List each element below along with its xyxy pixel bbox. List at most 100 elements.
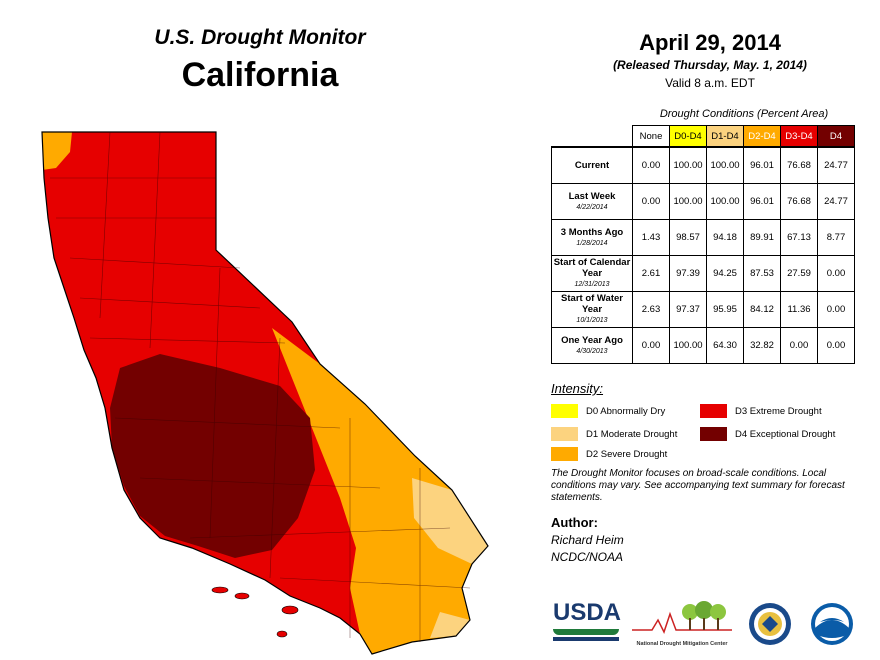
legend-title: Intensity: [551, 381, 604, 396]
commerce-seal-logo [748, 602, 792, 651]
legend-item-d1: D1 Moderate Drought [551, 427, 677, 441]
legend-item-d0: D0 Abnormally Dry [551, 404, 665, 418]
table-row: Start of Water Year 10/1/2013 2.63 97.37 95.… [551, 291, 855, 328]
table-cell: 76.68 [780, 146, 818, 184]
table-cell: 2.61 [632, 255, 670, 292]
legend-swatch [551, 447, 578, 461]
table-row: Start of Calendar Year 12/31/2013 2.61 97.3… [551, 255, 855, 292]
table-cell: 2.63 [632, 291, 670, 328]
legend-label: D3 Extreme Drought [735, 405, 822, 417]
state-title: California [181, 56, 339, 94]
table-row: One Year Ago 4/30/2013 0.00 100.00 64.30 32.8… [551, 327, 855, 364]
row-label-text: Current [574, 160, 610, 171]
row-label: Start of Calendar Year 12/31/2013 [551, 255, 633, 292]
table-row: Current 0.00 100.00 100.00 96.01 76.68 24.77 [551, 146, 855, 184]
author-name: Richard Heim [551, 533, 624, 547]
column-header: D4 [817, 125, 855, 148]
table-cell: 0.00 [632, 327, 670, 364]
table-cell: 67.13 [780, 219, 818, 256]
usda-logo-bar [553, 637, 619, 641]
table-cell: 97.39 [669, 255, 707, 292]
table-cell: 96.01 [743, 183, 781, 220]
table-cell: 11.36 [780, 291, 818, 328]
table-caption: Drought Conditions (Percent Area) [659, 108, 829, 120]
legend-item-d2: D2 Severe Drought [551, 447, 667, 461]
ndmc-logo-text: National Drought Mitigation Center [636, 641, 728, 647]
table-row: 3 Months Ago 1/28/2014 1.43 98.57 94.18 89.91… [551, 219, 855, 256]
table-header-row: None D0-D4 D1-D4 D2-D4 D3-D4 D4 [552, 125, 855, 148]
drought-conditions-table: None D0-D4 D1-D4 D2-D4 D3-D4 D4 Current 0… [551, 125, 855, 364]
table-cell: 32.82 [743, 327, 781, 364]
table-cell: 98.57 [669, 219, 707, 256]
row-label-text: Last Week [568, 190, 616, 202]
author-org: NCDC/NOAA [551, 550, 624, 564]
table-cell: 100.00 [669, 146, 707, 184]
table-cell: 0.00 [632, 146, 670, 184]
valid-time: Valid 8 a.m. EDT [665, 76, 755, 90]
table-cell: 64.30 [706, 327, 744, 364]
table-cell: 0.00 [817, 291, 855, 328]
noaa-logo [810, 602, 854, 651]
column-header: D3-D4 [780, 125, 818, 148]
column-header: D2-D4 [743, 125, 781, 148]
legend-swatch [700, 427, 727, 441]
legend-swatch [551, 427, 578, 441]
row-label: One Year Ago 4/30/2013 [551, 327, 633, 364]
table-cell: 8.77 [817, 219, 855, 256]
row-label-date: 12/31/2013 [574, 281, 610, 288]
california-drought-map [41, 131, 489, 655]
table-cell: 94.25 [706, 255, 744, 292]
column-header: None [632, 125, 670, 148]
usda-logo: USDA [553, 600, 621, 646]
table-cell: 0.00 [817, 255, 855, 292]
table-cell: 89.91 [743, 219, 781, 256]
row-label: 3 Months Ago 1/28/2014 [551, 219, 633, 256]
row-label-text: Start of Water Year [561, 293, 623, 315]
ndmc-trees-icon [632, 601, 732, 634]
column-header: D0-D4 [669, 125, 707, 148]
table-cell: 94.18 [706, 219, 744, 256]
table-cell: 0.00 [817, 327, 855, 364]
row-label: Current [551, 146, 633, 184]
table-cell: 27.59 [780, 255, 818, 292]
table-cell: 100.00 [706, 146, 744, 184]
author-block: Richard Heim NCDC/NOAA [551, 532, 624, 566]
table-cell: 0.00 [632, 183, 670, 220]
product-title: U.S. Drought Monitor [154, 26, 366, 49]
row-label: Start of Water Year 10/1/2013 [551, 291, 633, 328]
release-date: (Released Thursday, May. 1, 2014) [613, 58, 807, 72]
usda-logo-swoosh [553, 629, 619, 635]
row-label-date: 10/1/2013 [576, 317, 608, 324]
row-label-date: 4/30/2013 [576, 347, 608, 355]
table-cell: 97.37 [669, 291, 707, 328]
map-date: April 29, 2014 [639, 30, 781, 55]
legend-swatch [700, 404, 727, 418]
row-label-text: 3 Months Ago [560, 226, 624, 238]
ndmc-logo: National Drought Mitigation Center [632, 600, 732, 647]
legend-label: D4 Exceptional Drought [735, 428, 836, 440]
table-cell: 76.68 [780, 183, 818, 220]
table-cell: 96.01 [743, 146, 781, 184]
table-cell: 24.77 [817, 183, 855, 220]
row-label-text: Start of Calendar Year [553, 257, 631, 279]
row-label-text: One Year Ago [561, 334, 623, 346]
table-cell: 1.43 [632, 219, 670, 256]
table-cell: 95.95 [706, 291, 744, 328]
legend-item-d4: D4 Exceptional Drought [700, 427, 835, 441]
author-heading: Author: [551, 515, 598, 530]
legend-swatch [551, 404, 578, 418]
table-row: Last Week 4/22/2014 0.00 100.00 100.00 96.01 7… [551, 183, 855, 220]
legend-label: D2 Severe Drought [586, 448, 668, 460]
disclaimer-note: The Drought Monitor focuses on broad-sca… [551, 468, 845, 503]
legend-item-d3: D3 Extreme Drought [700, 404, 822, 418]
legend-label: D1 Moderate Drought [586, 428, 678, 440]
legend-label: D0 Abnormally Dry [586, 405, 666, 417]
table-cell: 100.00 [706, 183, 744, 220]
row-label-date: 1/28/2014 [576, 239, 608, 247]
table-cell: 84.12 [743, 291, 781, 328]
noaa-bird-icon [811, 603, 853, 645]
row-label-date: 4/22/2014 [576, 203, 608, 211]
table-corner [552, 126, 633, 148]
table-cell: 100.00 [669, 183, 707, 220]
commerce-seal-icon [749, 603, 791, 645]
